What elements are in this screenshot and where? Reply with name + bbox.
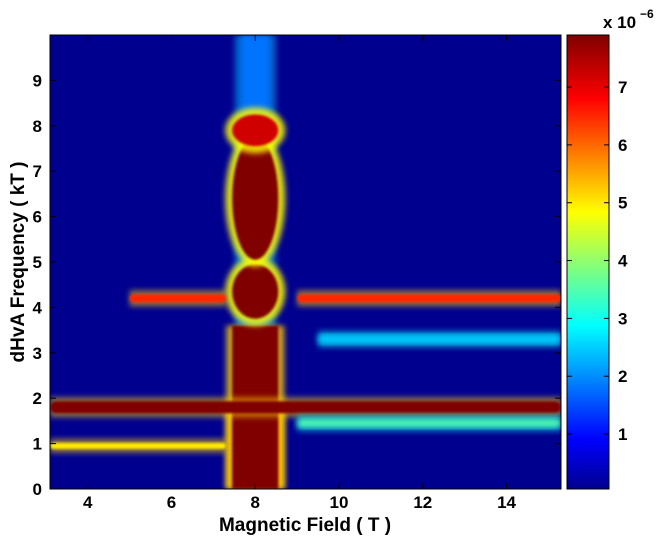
heatmap-features [50, 35, 561, 489]
colorbar-frame [566, 34, 610, 490]
heatmap-horizontal-band-7 [129, 294, 226, 303]
y-tick-label-9: 9 [33, 71, 42, 90]
y-tick-label-5: 5 [33, 253, 42, 272]
heatmap-blob-3 [232, 264, 279, 319]
colorbar-tick-label-3: 4 [618, 252, 628, 271]
colorbar-multiplier-exponent: −6 [640, 7, 654, 21]
heatmap-horizontal-band-8 [297, 294, 561, 303]
y-tick-label-0: 0 [33, 480, 42, 499]
y-tick-label-8: 8 [33, 117, 42, 136]
y-tick-label-4: 4 [33, 298, 43, 317]
x-tick-label-2: 8 [251, 493, 260, 512]
x-axis: 4 6 8 10 12 14 [83, 35, 517, 512]
colorbar-tick-label-1: 2 [618, 367, 627, 386]
y-tick-label-1: 1 [33, 435, 42, 454]
heatmap-vertical-band-2 [232, 407, 279, 489]
x-tick-label-0: 4 [83, 493, 93, 512]
colorbar-tick-label-4: 5 [618, 194, 627, 213]
heatmap-horizontal-band-10 [297, 419, 561, 428]
y-tick-label-2: 2 [33, 389, 42, 408]
y-tick-label-6: 6 [33, 208, 42, 227]
x-axis-title: Magnetic Field ( T ) [219, 515, 391, 536]
colorbar-tick-label-2: 3 [618, 309, 627, 328]
x-tick-label-3: 10 [330, 493, 349, 512]
y-tick-label-3: 3 [33, 344, 42, 363]
x-tick-label-1: 6 [167, 493, 176, 512]
heatmap-blob-5 [232, 114, 279, 147]
heatmap-horizontal-band-9 [50, 442, 226, 449]
y-axis: 0 1 2 3 4 5 6 7 8 9 [33, 71, 561, 499]
y-axis-title: dHvA Frequency ( kT ) [8, 162, 29, 363]
x-tick-label-5: 14 [497, 493, 516, 512]
colorbar-tick-label-0: 1 [618, 425, 627, 444]
heatmap-horizontal-band-11 [318, 335, 561, 344]
x-tick-label-4: 12 [413, 493, 432, 512]
colorbar-tick-label-5: 6 [618, 136, 627, 155]
colorbar-gradient [567, 35, 609, 489]
colorbar-multiplier-base: x 10 [603, 13, 636, 32]
colorbar-tick-label-6: 7 [618, 78, 627, 97]
heatmap-horizontal-band-6 [50, 401, 561, 414]
y-tick-label-7: 7 [33, 162, 42, 181]
colorbar-axis: 1 2 3 4 5 6 7 [567, 78, 628, 444]
heatmap-blob-4 [232, 137, 279, 260]
